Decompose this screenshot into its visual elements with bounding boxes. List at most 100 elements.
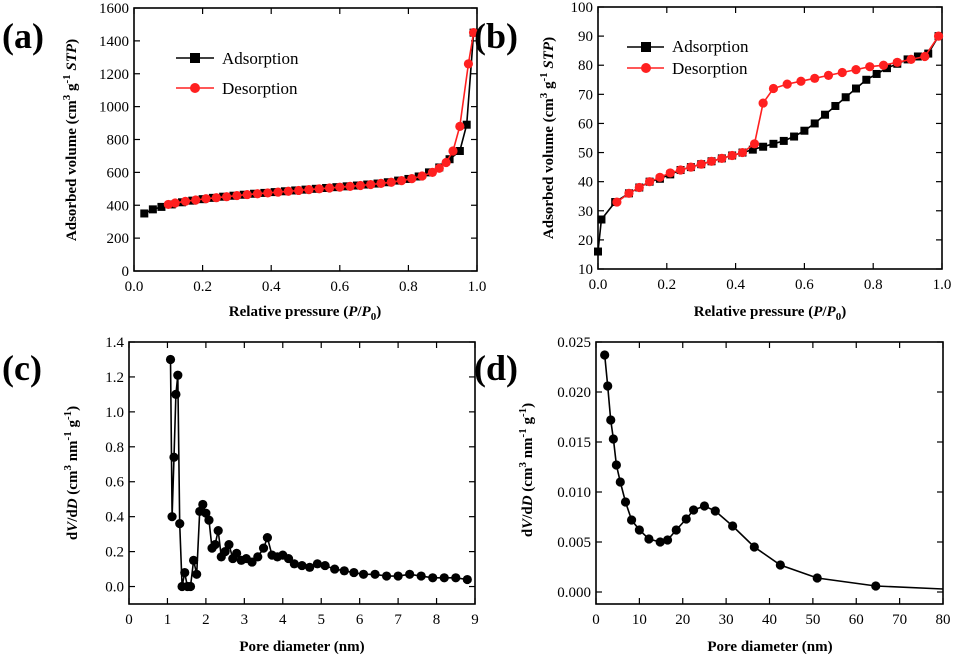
- series-line-series-c: [169, 359, 468, 588]
- data-point-adsorption-b: [841, 93, 850, 102]
- y-tick-label-b: 100: [571, 0, 594, 16]
- data-point-desorption-a: [463, 59, 474, 69]
- data-point-series-c: [358, 569, 369, 579]
- data-point-series-c: [451, 573, 461, 583]
- data-point-series-d: [681, 514, 691, 524]
- data-point-desorption-a: [273, 187, 283, 197]
- data-point-desorption-b: [717, 153, 727, 163]
- data-point-desorption-a: [468, 28, 479, 38]
- data-point-desorption-a: [434, 163, 444, 173]
- data-point-desorption-b: [878, 60, 889, 70]
- data-point-adsorption-a: [140, 209, 149, 218]
- data-point-series-d: [608, 434, 618, 444]
- data-point-series-c: [220, 547, 230, 557]
- data-point-series-d: [662, 535, 673, 545]
- panel-b-chart: (b) 0.0 0.2 0.4 0.6 0.8 1.0 10 20 30 40 50 60 70 80 90…: [474, 0, 951, 323]
- legend-marker-adsorption-a: [190, 53, 200, 63]
- x-tick-label-b: 0.4: [726, 277, 745, 293]
- plot-frame-a: [133, 7, 478, 272]
- data-point-series-c: [405, 569, 415, 579]
- data-point-series-c: [370, 569, 380, 579]
- legend-label-adsorption-b: Adsorption: [672, 37, 749, 56]
- y-tick-label-c: 1.2: [105, 370, 124, 386]
- data-point-adsorption-b: [810, 119, 819, 128]
- data-point-desorption-b: [634, 182, 644, 193]
- plot-frame-b: [597, 6, 943, 270]
- axis-ticks-d: 0 10 20 30 40 50 60 70 80 0.000 0.005 0.010 0.015 0.0…: [557, 335, 950, 628]
- x-tick-label-d: 80: [936, 612, 951, 628]
- plot-frame-d: [595, 341, 944, 605]
- data-point-series-c: [210, 540, 220, 550]
- data-point-desorption-a: [335, 182, 345, 192]
- data-point-desorption-b: [686, 162, 696, 172]
- x-tick-label-d: 20: [675, 612, 690, 628]
- data-point-desorption-a: [455, 121, 465, 131]
- data-point-desorption-a: [294, 185, 304, 196]
- axis-ticks-c: 0 1 2 3 4 5 6 7 8 9 0.0 0.2 0.4 0.6 0.8 1.0 1.2 1.4: [105, 335, 479, 628]
- data-point-desorption-b: [645, 177, 655, 187]
- data-point-series-c: [381, 571, 392, 581]
- data-point-series-d: [655, 537, 665, 547]
- data-point-series-d: [710, 506, 720, 516]
- legend-marker-desorption-a: [190, 83, 200, 93]
- data-point-series-c: [428, 573, 438, 583]
- data-point-adsorption-a: [455, 147, 464, 156]
- data-point-desorption-b: [851, 64, 861, 75]
- data-point-desorption-b: [737, 147, 748, 158]
- y-tick-label-a: 800: [107, 133, 130, 149]
- y-tick-label-b: 90: [578, 29, 593, 45]
- data-point-desorption-a: [201, 194, 211, 204]
- legend-label-desorption-a: Desorption: [222, 79, 298, 98]
- y-tick-label-a: 1600: [99, 1, 129, 17]
- data-point-series-c: [462, 574, 472, 585]
- data-point-desorption-b: [837, 67, 847, 78]
- data-point-series-c: [439, 573, 449, 583]
- x-tick-label-c: 2: [202, 612, 210, 628]
- series-line-series-d: [603, 354, 876, 587]
- data-point-series-d: [671, 525, 681, 535]
- x-axis-label-b: Relative pressure (P/P0): [694, 304, 846, 323]
- series-group-a: [140, 28, 479, 218]
- data-point-series-c: [169, 452, 179, 462]
- x-tick-label-d: 10: [632, 612, 647, 628]
- y-tick-label-b: 50: [578, 146, 593, 162]
- legend-marker-desorption-b: [641, 63, 651, 73]
- x-axis-label-a: Relative pressure (P/P0): [229, 304, 381, 323]
- data-point-desorption-a: [170, 198, 180, 208]
- y-tick-label-d: 0.000: [557, 585, 591, 601]
- data-point-series-d: [634, 525, 644, 535]
- data-point-series-c: [330, 564, 340, 574]
- y-tick-label-c: 0.8: [105, 440, 124, 456]
- data-point-desorption-b: [655, 172, 665, 182]
- y-tick-label-c: 1.4: [105, 335, 124, 351]
- x-tick-label-c: 8: [433, 612, 441, 628]
- y-tick-label-b: 40: [578, 175, 593, 191]
- data-point-desorption-b: [758, 98, 768, 108]
- panel-d-chart: (d) 0 10 20 30 40 50 60 70 80 0.000 0.005 0.010 0.01…: [474, 335, 951, 655]
- data-point-series-d: [603, 381, 613, 391]
- series-line-desorption-b: [616, 35, 940, 203]
- axis-ticks-b: 0.0 0.2 0.4 0.6 0.8 1.0 10 20 30 40 50 60 70 80 90 100: [571, 0, 952, 293]
- x-tick-label-a: 0.4: [262, 279, 281, 295]
- data-point-series-c: [204, 515, 214, 525]
- y-axis-label-c: dV/dD (cm3 nm-1 g-1): [62, 406, 81, 540]
- data-point-desorption-a: [180, 196, 191, 206]
- data-point-adsorption-b: [852, 84, 860, 93]
- x-tick-label-c: 1: [164, 612, 172, 628]
- data-point-desorption-b: [782, 79, 792, 89]
- legend-a: Adsorption Desorption: [176, 49, 299, 98]
- y-tick-label-a: 1200: [99, 67, 129, 83]
- data-point-series-c: [339, 566, 349, 576]
- data-point-desorption-a: [355, 180, 365, 191]
- panel-label-b: (b): [474, 16, 518, 56]
- y-tick-label-c: 0.0: [105, 580, 124, 596]
- data-point-adsorption-b: [759, 142, 768, 151]
- y-tick-label-c: 0.6: [105, 475, 124, 491]
- data-point-adsorption-b: [831, 101, 840, 110]
- data-point-desorption-b: [892, 57, 902, 67]
- data-point-desorption-a: [314, 184, 324, 194]
- data-point-series-c: [253, 552, 263, 562]
- x-tick-label-a: 0.0: [125, 279, 144, 295]
- x-tick-label-c: 7: [394, 612, 402, 628]
